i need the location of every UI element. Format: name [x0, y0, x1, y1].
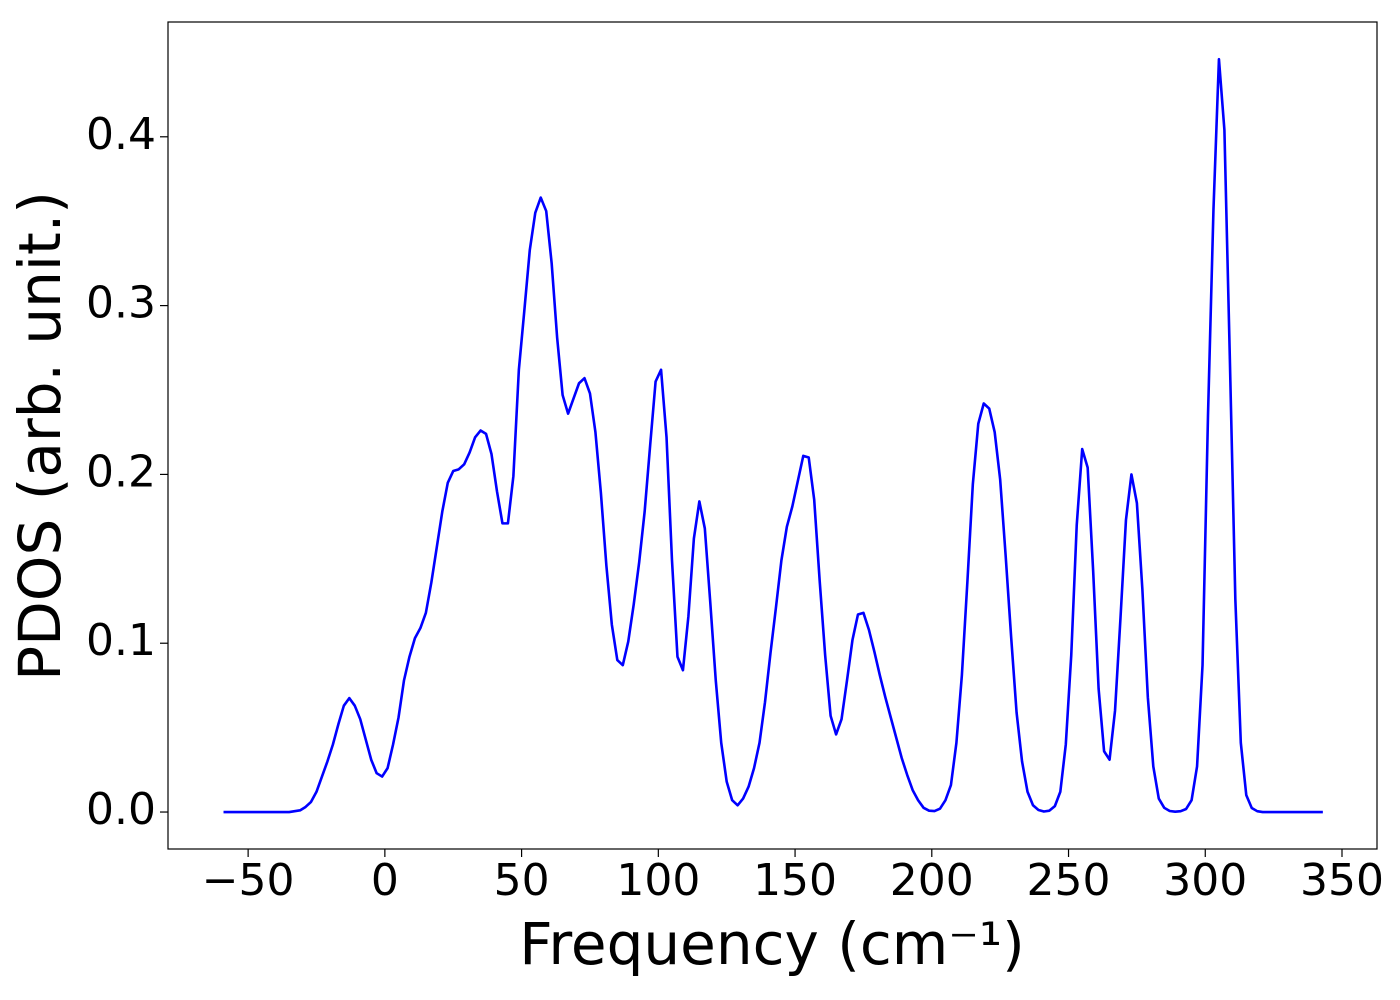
plot-frame: [167, 21, 1378, 850]
x-axis-label: Frequency (cm⁻¹): [519, 910, 1025, 978]
x-tick-label: 100: [616, 855, 700, 906]
y-axis-label: PDOS (arb. unit.): [6, 191, 74, 681]
x-tick-label: −50: [202, 855, 295, 906]
x-tick-label: 50: [494, 855, 550, 906]
line-series: [223, 57, 1323, 814]
y-tick-label: 0.3: [86, 278, 156, 329]
y-tick-label: 0.4: [86, 109, 156, 160]
y-tick-label: 0.0: [86, 784, 156, 835]
x-tick-label: 200: [890, 855, 974, 906]
x-tick-label: 250: [1027, 855, 1111, 906]
x-tick-label: 300: [1163, 855, 1247, 906]
x-tick-label: 150: [753, 855, 837, 906]
x-tick-label: 0: [371, 855, 399, 906]
x-tick-label: 350: [1300, 855, 1384, 906]
y-tick-label: 0.2: [86, 446, 156, 497]
y-tick-label: 0.1: [86, 615, 156, 666]
